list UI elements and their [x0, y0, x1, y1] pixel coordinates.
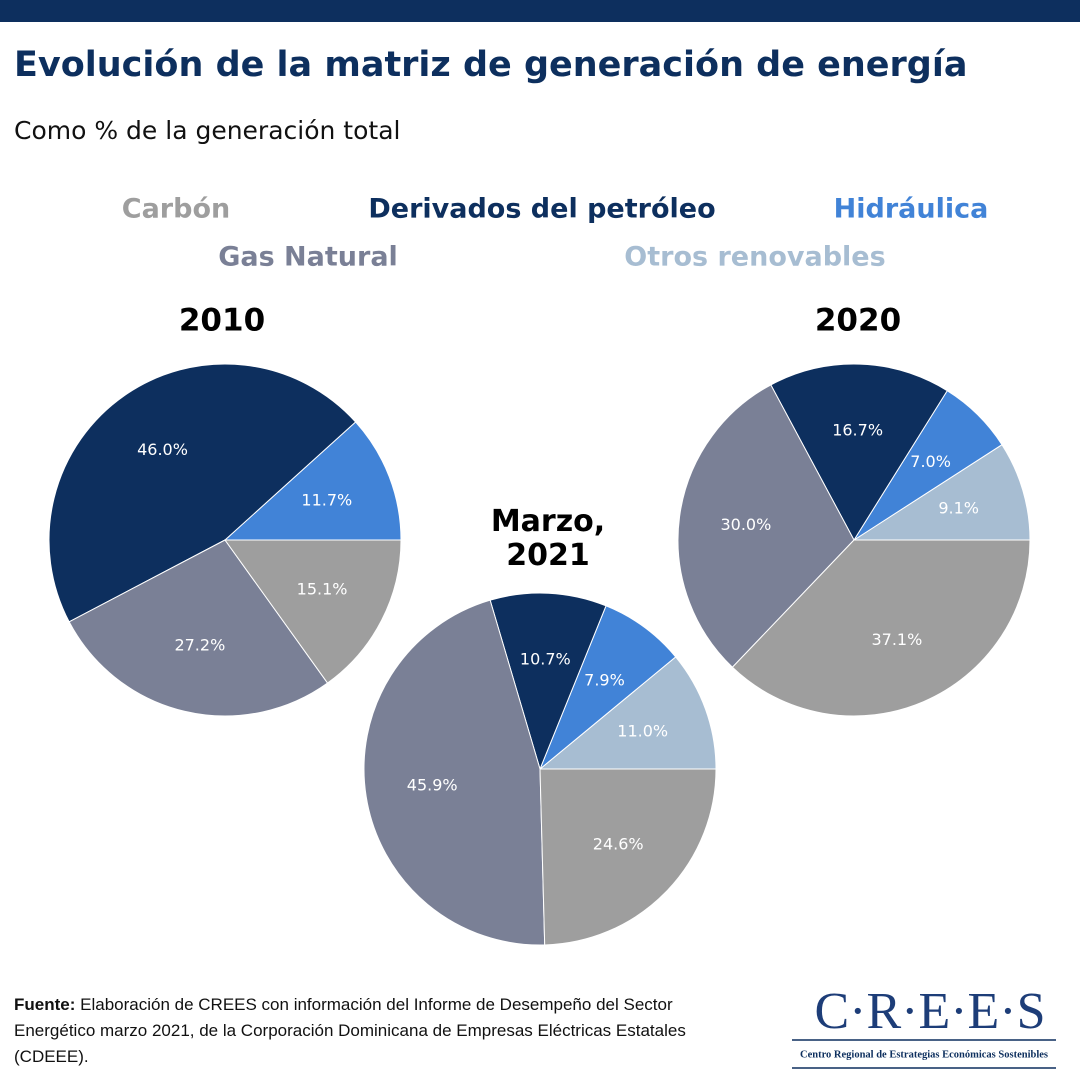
data-label: 10.7%	[520, 650, 571, 669]
pie-slice	[363, 599, 546, 946]
legend-entry: Hidráulica	[834, 194, 989, 225]
data-label: 9.1%	[938, 499, 979, 518]
data-label: 7.9%	[584, 670, 625, 689]
subtitle: Como % de la generación total	[14, 116, 400, 145]
pie-title: 2020	[815, 303, 901, 339]
pie-title: 2010	[179, 303, 265, 339]
data-label: 15.1%	[297, 579, 348, 598]
data-label: 46.0%	[137, 440, 188, 459]
pie-slice	[48, 363, 357, 623]
pie-slice	[224, 539, 402, 684]
data-label: 16.7%	[832, 420, 883, 439]
logo-subtitle: Centro Regional de Estrategias Económica…	[800, 1049, 1048, 1060]
pie-slice	[538, 656, 717, 770]
pie-slice	[539, 768, 717, 946]
legend-entry: Derivados del petróleo	[368, 194, 715, 225]
pie-slice	[770, 363, 948, 541]
title: Evolución de la matriz de generación de …	[14, 45, 967, 85]
legend-entry: Otros renovables	[624, 242, 885, 273]
data-label: 37.1%	[871, 630, 922, 649]
source: Fuente: Elaboración de CREES con informa…	[14, 992, 754, 1070]
pie-title: Marzo, 2021	[490, 504, 606, 573]
data-label: 11.7%	[301, 490, 352, 509]
legend-entry: Carbón	[122, 194, 230, 225]
data-label: 27.2%	[174, 636, 225, 655]
pie-slice	[677, 384, 855, 668]
data-label: 30.0%	[720, 515, 771, 534]
source-label: Fuente:	[14, 995, 76, 1014]
data-label: 24.6%	[593, 835, 644, 854]
legend-entry: Gas Natural	[218, 242, 398, 273]
pie-slice	[852, 443, 1031, 541]
logo: C·R·E·E·S	[814, 983, 1045, 1040]
data-label: 45.9%	[407, 776, 458, 795]
pie-slice	[223, 421, 402, 541]
pie-slice	[68, 539, 329, 717]
header-bar	[0, 0, 1080, 22]
data-label: 7.0%	[910, 452, 951, 471]
data-label: 11.0%	[617, 722, 668, 741]
pie-slice	[489, 592, 607, 771]
pie-slice	[731, 539, 1031, 717]
source-text: Elaboración de CREES con información del…	[14, 995, 686, 1066]
